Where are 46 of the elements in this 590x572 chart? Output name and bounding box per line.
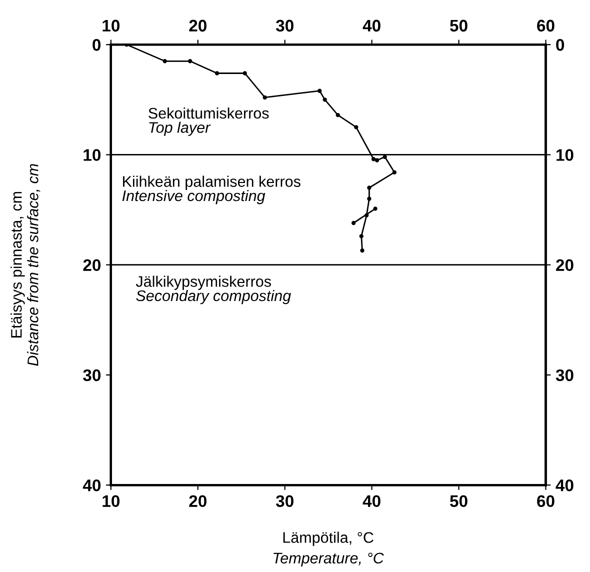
point: [318, 88, 322, 93]
point: [367, 186, 372, 190]
point: [373, 206, 378, 211]
point: [162, 59, 167, 64]
y2-tick-label: 0: [556, 39, 564, 51]
x-tick-label: 30: [276, 495, 294, 508]
y2-tick-label: 20: [556, 259, 574, 272]
annotation: Kiihkeän palamisen kerros Intensive composting: [122, 176, 300, 204]
point: [336, 113, 340, 118]
point: [360, 248, 364, 253]
x2-tick-label: 50: [450, 20, 468, 32]
point: [367, 196, 372, 201]
x-axis-title: Lämpötila, °C Temperature, °C: [274, 532, 384, 567]
x2-tick-label: 30: [276, 20, 294, 32]
point: [382, 154, 387, 160]
point: [351, 220, 356, 226]
y-tick-label: 40: [82, 479, 101, 492]
x-tick-label: 40: [362, 495, 380, 508]
x2-tick-label: 20: [189, 20, 206, 32]
point: [354, 125, 358, 130]
y-tick-label: 20: [83, 259, 101, 272]
x-tick-label: 60: [537, 495, 554, 508]
annotation: Sekoittumiskerros Top layer: [148, 107, 269, 136]
point: [371, 157, 376, 162]
x-tick-label: 20: [189, 495, 206, 508]
x2-tick-label: 60: [537, 20, 554, 32]
y-tick-label: 10: [84, 149, 101, 161]
y-tick-label: 0: [92, 39, 101, 51]
x2-tick-label: 40: [362, 20, 380, 32]
annotation: Jälkikypsymiskerros Secondary composting: [136, 276, 291, 304]
y2-tick-label: 10: [556, 149, 574, 161]
y2-tick-label: 30: [556, 369, 574, 382]
point: [214, 71, 220, 76]
y-tick-label: 30: [83, 369, 101, 382]
point: [188, 59, 192, 64]
point: [262, 95, 267, 100]
point: [322, 98, 327, 102]
y-axis-title: Etäisyys pinnasta, cm Distance from the surface, cm: [10, 164, 40, 366]
y2-tick-label: 40: [556, 479, 574, 492]
point: [374, 158, 380, 162]
point: [242, 71, 247, 76]
x-tick-label: 50: [450, 495, 468, 508]
x-tick-label: 10: [102, 495, 120, 508]
point: [359, 234, 364, 238]
x2-tick-label: 10: [102, 20, 120, 32]
point: [392, 170, 397, 174]
